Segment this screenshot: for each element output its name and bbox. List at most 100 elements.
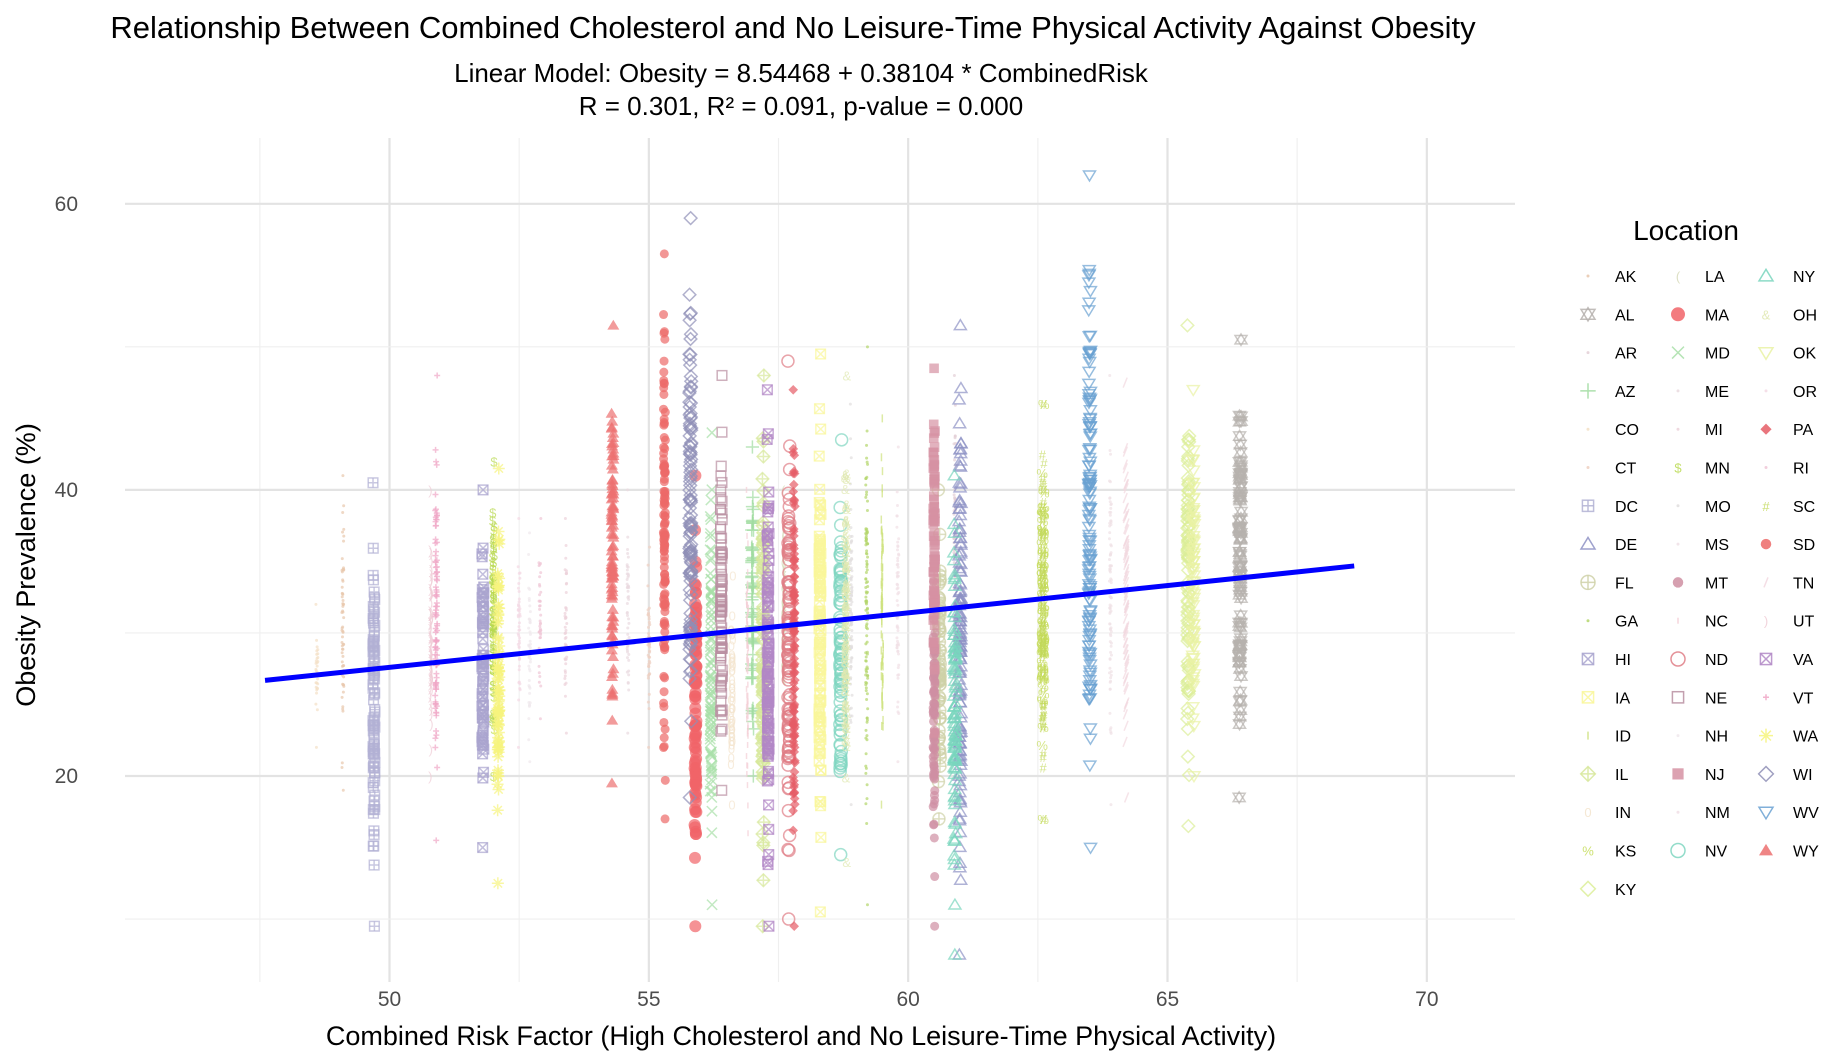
data-point [746, 635, 760, 649]
data-point: & [842, 739, 851, 754]
data-point [315, 652, 319, 656]
data-point [864, 686, 868, 690]
data-point [930, 769, 940, 779]
data-point [433, 522, 440, 529]
data-point [315, 661, 319, 665]
data-point [815, 831, 827, 843]
legend-item-nd: ND [1670, 651, 1728, 669]
data-point [369, 789, 381, 801]
data-point [315, 664, 319, 668]
data-point [929, 687, 939, 697]
data-point [516, 745, 520, 749]
data-point [716, 369, 728, 382]
data-point [647, 617, 651, 621]
legend-key [1671, 346, 1685, 360]
data-point: # [1040, 812, 1048, 827]
data-point [517, 582, 521, 586]
data-point [864, 551, 868, 555]
legend-item-wi: WI [1757, 765, 1813, 784]
data-point [646, 653, 650, 657]
data-point [896, 649, 900, 653]
data-point: 0 [728, 750, 735, 765]
series-co [314, 602, 320, 749]
data-point: # [1039, 714, 1047, 729]
data-point [1180, 749, 1196, 764]
data-point [518, 607, 522, 611]
data-point [1109, 650, 1113, 654]
data-point [433, 674, 440, 681]
data-point [341, 567, 345, 571]
data-point: # [1040, 397, 1048, 412]
data-point [930, 664, 940, 675]
data-point [788, 825, 798, 836]
legend-item-pa: PA [1760, 422, 1813, 439]
data-point [659, 367, 669, 377]
legend-key [1580, 574, 1596, 591]
data-point [896, 540, 900, 544]
series-sc: ########################################… [1038, 397, 1048, 827]
data-point [627, 635, 631, 639]
y-tick-label: 20 [55, 765, 78, 788]
legend-label: OR [1793, 384, 1817, 401]
data-point [1108, 666, 1112, 670]
data-point [866, 707, 870, 711]
data-point [928, 503, 938, 514]
data-point [626, 681, 630, 685]
legend-label: IN [1615, 805, 1631, 822]
legend-key: % [1582, 844, 1594, 859]
data-point [527, 552, 531, 556]
legend-item-ga: GA [1586, 614, 1638, 631]
data-point [928, 742, 938, 752]
data-point [627, 669, 631, 673]
x-tick-label: 60 [896, 988, 919, 1011]
data-point [715, 460, 727, 472]
data-point [659, 702, 669, 712]
data-point [865, 606, 869, 610]
legend-key: & [1762, 307, 1771, 322]
data-point [314, 702, 318, 706]
data-point [518, 628, 522, 632]
data-point [1233, 638, 1249, 653]
data-point [763, 848, 775, 861]
legend-item-la: (LA [1676, 269, 1725, 286]
legend-key [1672, 768, 1684, 780]
data-point [1233, 620, 1248, 635]
data-point [864, 534, 868, 538]
data-point [659, 733, 669, 743]
data-point [1109, 726, 1113, 730]
data-point [433, 709, 440, 716]
data-point [865, 718, 869, 722]
legend-label: NH [1705, 729, 1728, 746]
data-point [660, 607, 670, 617]
series-wv [1081, 170, 1098, 855]
data-point [929, 598, 939, 609]
data-point [527, 679, 531, 683]
data-point [491, 804, 504, 817]
data-point [1122, 377, 1128, 388]
x-tick-label: 55 [637, 988, 660, 1011]
data-point [647, 664, 651, 668]
data-point [517, 680, 521, 684]
data-point [689, 719, 702, 732]
data-point [341, 664, 345, 668]
data-point [367, 682, 379, 694]
data-point [705, 494, 717, 506]
legend-key [1671, 307, 1685, 322]
data-point [433, 563, 440, 570]
data-point [930, 699, 940, 709]
data-point [1108, 711, 1112, 715]
data-point [756, 368, 772, 383]
data-point [659, 535, 669, 545]
data-point [659, 687, 669, 697]
data-point [528, 619, 532, 623]
data-point [529, 657, 533, 661]
data-point [625, 601, 629, 605]
data-point [953, 453, 969, 466]
data-point [896, 562, 900, 566]
series-ia [813, 348, 827, 918]
data-point [1108, 570, 1112, 574]
data-point [528, 660, 532, 664]
data-point [930, 471, 940, 482]
legend-item-ks: % KS [1582, 844, 1636, 861]
x-tick-label: 50 [378, 988, 401, 1011]
